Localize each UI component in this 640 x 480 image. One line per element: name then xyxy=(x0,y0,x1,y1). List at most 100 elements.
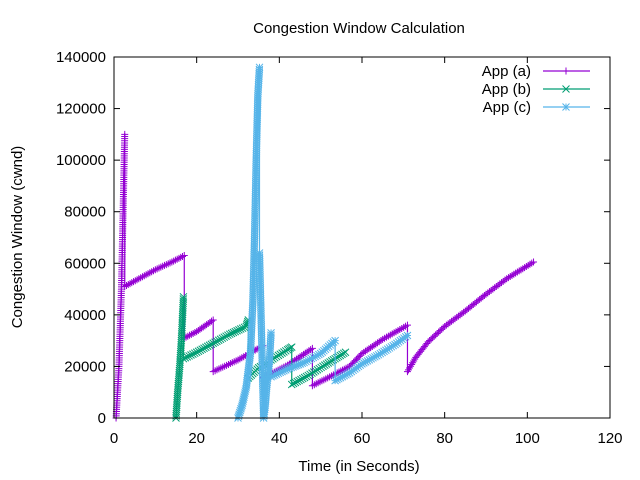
data-point xyxy=(236,406,245,415)
data-point xyxy=(510,270,518,278)
data-point xyxy=(313,351,321,360)
data-point xyxy=(235,326,243,334)
data-point xyxy=(294,354,302,362)
data-point xyxy=(309,353,318,362)
data-point xyxy=(190,349,199,358)
data-point xyxy=(121,282,129,290)
data-point xyxy=(503,275,511,283)
data-point xyxy=(372,351,381,360)
data-point xyxy=(300,350,308,358)
data-point xyxy=(186,331,194,339)
x-tick-label: 120 xyxy=(597,430,622,447)
data-point xyxy=(301,349,309,357)
data-point xyxy=(501,276,509,284)
data-point xyxy=(203,342,212,351)
data-point xyxy=(181,353,190,362)
y-tick-label: 80000 xyxy=(64,204,106,221)
data-point xyxy=(296,353,304,361)
x-tick-label: 60 xyxy=(354,430,371,447)
data-point xyxy=(222,332,230,341)
data-point xyxy=(291,362,299,370)
data-point xyxy=(338,372,347,381)
data-point xyxy=(308,344,316,352)
data-point xyxy=(292,361,301,370)
data-point xyxy=(363,356,372,365)
data-point xyxy=(287,343,296,351)
data-point xyxy=(341,348,350,357)
data-point xyxy=(403,331,412,340)
data-point xyxy=(342,370,350,379)
data-point xyxy=(519,265,527,273)
data-point xyxy=(229,328,238,337)
x-tick-label: 100 xyxy=(515,430,540,447)
data-point xyxy=(133,276,141,284)
data-point xyxy=(179,292,188,301)
data-point xyxy=(406,364,414,372)
data-point xyxy=(409,359,417,367)
data-point xyxy=(214,336,223,345)
data-point xyxy=(168,258,176,266)
x-tick-label: 80 xyxy=(436,430,453,447)
data-point xyxy=(302,357,310,366)
legend: App (a)App (b)App (c) xyxy=(482,63,590,116)
data-point xyxy=(285,364,294,373)
data-point xyxy=(192,348,201,357)
y-tick-label: 120000 xyxy=(56,101,106,118)
data-point xyxy=(224,331,232,340)
data-point xyxy=(227,329,236,338)
data-point xyxy=(506,273,514,281)
data-point xyxy=(278,367,286,376)
data-point xyxy=(517,266,525,274)
data-point xyxy=(371,352,379,361)
data-point xyxy=(336,373,345,382)
y-tick-label: 140000 xyxy=(56,49,106,66)
data-point xyxy=(175,254,183,262)
data-point xyxy=(361,357,370,366)
data-point xyxy=(305,355,314,364)
data-point xyxy=(293,377,302,386)
data-point xyxy=(255,63,264,72)
data-point xyxy=(358,359,366,368)
data-point xyxy=(302,372,311,381)
data-point xyxy=(307,354,316,363)
data-point xyxy=(367,354,376,363)
legend-label: App (b) xyxy=(482,81,531,98)
data-point xyxy=(216,335,225,344)
data-point xyxy=(180,252,188,260)
data-point xyxy=(294,360,303,369)
data-point xyxy=(269,372,277,380)
data-point xyxy=(407,362,415,370)
data-point xyxy=(307,346,315,354)
data-point xyxy=(314,350,323,359)
data-point xyxy=(530,258,538,266)
data-point xyxy=(234,412,243,421)
data-point xyxy=(189,350,197,358)
data-point xyxy=(198,345,207,354)
data-point xyxy=(187,330,195,338)
data-point xyxy=(334,374,343,383)
data-point xyxy=(272,370,281,379)
data-point xyxy=(297,375,305,384)
data-point xyxy=(194,347,203,356)
data-point xyxy=(515,267,523,275)
data-point xyxy=(311,352,320,361)
y-tick-label: 40000 xyxy=(64,307,106,324)
data-point xyxy=(130,278,138,286)
x-tick-label: 0 xyxy=(110,430,118,447)
y-tick-label: 100000 xyxy=(56,152,106,169)
legend-label: App (c) xyxy=(483,99,531,116)
data-point xyxy=(123,282,131,290)
data-point xyxy=(237,404,245,413)
data-point xyxy=(295,376,303,385)
data-point xyxy=(508,271,516,279)
data-point xyxy=(171,256,179,264)
data-point xyxy=(267,329,275,337)
series-3 xyxy=(234,63,412,422)
data-point xyxy=(305,347,313,355)
data-point xyxy=(335,368,343,376)
data-point xyxy=(408,360,416,368)
data-point xyxy=(200,344,208,353)
data-point xyxy=(270,371,279,379)
y-tick-label: 60000 xyxy=(64,255,106,272)
